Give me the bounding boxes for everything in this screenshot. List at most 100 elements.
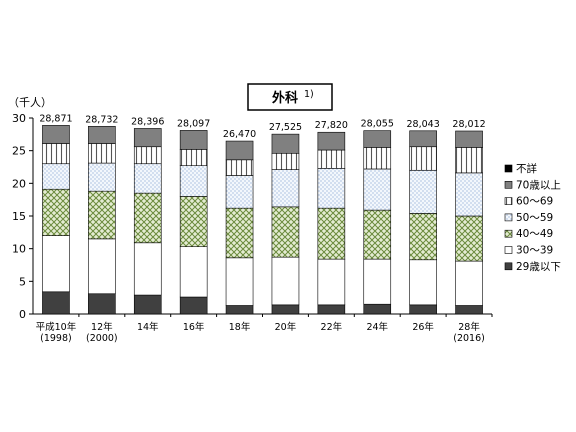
bar-segment bbox=[271, 256, 300, 306]
bar-segment bbox=[179, 149, 208, 166]
bars bbox=[42, 125, 483, 315]
total-label: 28,055 bbox=[361, 119, 394, 130]
bar-segment bbox=[42, 163, 70, 190]
legend-swatch bbox=[504, 262, 513, 271]
total-label: 28,097 bbox=[177, 118, 210, 129]
legend-swatch bbox=[504, 181, 513, 189]
total-label: 26,470 bbox=[223, 129, 256, 140]
bar-segment bbox=[88, 143, 116, 164]
bar-segment bbox=[133, 128, 162, 148]
bar-segment bbox=[317, 168, 346, 209]
legend-label: 40～49 bbox=[516, 228, 553, 240]
bar-segment bbox=[455, 130, 483, 148]
y-tick-label: 0 bbox=[19, 308, 26, 321]
bar-segment bbox=[42, 291, 70, 315]
x-tick-label: 24年 bbox=[366, 321, 388, 333]
bar-segment bbox=[271, 152, 300, 170]
title-box bbox=[247, 83, 333, 111]
bar-segment bbox=[409, 146, 437, 171]
bar-segment bbox=[88, 293, 116, 315]
bar-segment bbox=[317, 149, 346, 169]
bar-segment bbox=[455, 172, 483, 217]
x-tick-label: 12年 bbox=[91, 321, 113, 333]
bar-segment bbox=[455, 260, 483, 306]
bar-segment bbox=[133, 294, 162, 315]
total-label: 28,732 bbox=[85, 114, 118, 125]
x-tick-label: (2016) bbox=[453, 333, 485, 344]
bar-segment bbox=[317, 207, 346, 260]
bar-segment bbox=[225, 140, 254, 161]
bar-segment bbox=[271, 304, 300, 315]
x-tick-label: 26年 bbox=[412, 321, 434, 333]
bar-segment bbox=[225, 159, 254, 176]
bar-segment bbox=[42, 235, 70, 293]
bar-segment bbox=[133, 192, 162, 244]
bar-segment bbox=[88, 238, 116, 295]
legend-swatch bbox=[504, 213, 513, 222]
bar-segment bbox=[42, 143, 70, 165]
y-tick-label: 20 bbox=[12, 177, 26, 190]
legend-swatch bbox=[504, 246, 513, 254]
bar-segment bbox=[179, 196, 208, 248]
x-tick-label: (1998) bbox=[40, 333, 72, 344]
bar-segment bbox=[363, 147, 392, 170]
y-tick-label: 30 bbox=[12, 112, 26, 125]
bar-segment bbox=[179, 246, 208, 298]
labels: 28,871 平成10年(1998) 28,732 12年(2000) 28,396 14… bbox=[36, 113, 486, 344]
y-tick-label: 25 bbox=[12, 145, 26, 158]
x-tick-label: (2000) bbox=[86, 333, 118, 344]
bar-segment bbox=[363, 303, 392, 315]
bar-segment bbox=[179, 165, 208, 197]
y-tick-label: 15 bbox=[12, 210, 26, 223]
bar-segment bbox=[455, 147, 483, 174]
x-tick-label: 14年 bbox=[137, 321, 159, 333]
bar-segment bbox=[225, 305, 254, 315]
bar-segment bbox=[133, 242, 162, 296]
bar-segment bbox=[409, 130, 437, 148]
legend-label: 不詳 bbox=[516, 162, 537, 175]
bar-segment bbox=[409, 304, 437, 315]
bar-segment bbox=[88, 162, 116, 192]
bar-segment bbox=[88, 125, 116, 144]
bar-segment bbox=[271, 206, 300, 258]
total-label: 28,396 bbox=[131, 116, 164, 127]
legend-swatch bbox=[504, 229, 513, 238]
bar-segment bbox=[225, 257, 254, 306]
total-label: 27,820 bbox=[315, 120, 348, 131]
bar-segment bbox=[133, 163, 162, 194]
bar-segment bbox=[409, 259, 437, 306]
bar-segment bbox=[179, 130, 208, 150]
legend-label: 70歳以上 bbox=[516, 179, 561, 191]
bar-segment bbox=[271, 169, 300, 208]
x-tick-label: 16年 bbox=[183, 321, 205, 333]
legend-swatch bbox=[504, 197, 513, 205]
legend-label: 60～69 bbox=[516, 196, 553, 208]
total-label: 28,871 bbox=[39, 113, 72, 124]
bar-segment bbox=[409, 213, 437, 261]
total-label: 27,525 bbox=[269, 122, 302, 133]
x-tick-label: 20年 bbox=[275, 321, 297, 333]
x-tick-label: 22年 bbox=[321, 321, 343, 333]
bar-segment bbox=[225, 175, 254, 209]
total-label: 28,043 bbox=[407, 119, 440, 130]
bar-segment bbox=[88, 190, 116, 240]
bar-segment bbox=[363, 258, 392, 305]
bar-segment bbox=[271, 133, 300, 154]
bar-segment bbox=[133, 146, 162, 165]
legend: 不詳 70歳以上 60～69 50～59 40～49 30～39 29歳以下 bbox=[504, 162, 561, 273]
bar-segment bbox=[363, 130, 392, 148]
bar-segment bbox=[42, 188, 70, 236]
chart-title-note: 1) bbox=[304, 89, 314, 100]
legend-label: 29歳以下 bbox=[516, 261, 561, 273]
y-tick-label: 5 bbox=[19, 275, 26, 288]
x-tick-label: 28年 bbox=[458, 321, 480, 333]
bar-segment bbox=[317, 304, 346, 315]
bar-segment bbox=[179, 296, 208, 315]
legend-label: 50～59 bbox=[516, 212, 553, 224]
x-tick-label: 平成10年 bbox=[36, 321, 77, 333]
bar-segment bbox=[455, 215, 483, 262]
total-label: 28,012 bbox=[452, 119, 485, 130]
bar-segment bbox=[225, 207, 254, 259]
bar-segment bbox=[409, 169, 437, 214]
